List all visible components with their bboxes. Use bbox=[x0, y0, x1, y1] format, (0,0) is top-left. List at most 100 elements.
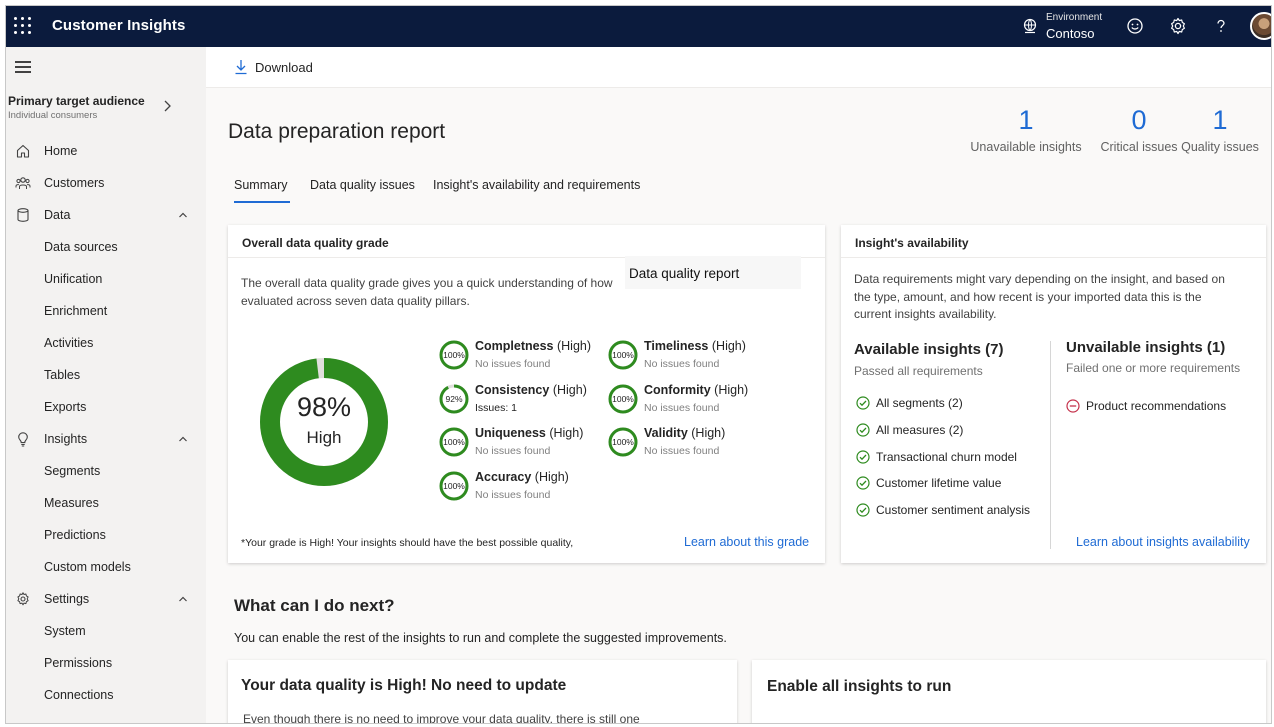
chevron-up-icon[interactable] bbox=[178, 211, 188, 219]
learn-availability-link[interactable]: Learn about insights availability bbox=[1076, 535, 1250, 549]
home-icon bbox=[16, 144, 30, 158]
stat-critical-issues[interactable]: 0 Critical issues bbox=[1089, 104, 1189, 154]
sidebar-item-label: Data sources bbox=[44, 240, 118, 254]
quality-pillar[interactable]: 100% Conformity (High) No issues found bbox=[607, 383, 767, 419]
description-line: evaluated across seven data quality pill… bbox=[241, 293, 470, 308]
environment-icon[interactable] bbox=[1022, 18, 1038, 34]
pillar-percentage: 100% bbox=[443, 481, 465, 491]
sidebar-item-customers[interactable]: Customers bbox=[6, 168, 206, 198]
quality-pillar[interactable]: 100% Uniqueness (High) No issues found bbox=[438, 426, 598, 462]
enable-insights-card bbox=[752, 660, 1266, 723]
audience-selector[interactable]: Primary target audience Individual consu… bbox=[8, 94, 145, 121]
database-icon bbox=[17, 208, 29, 222]
quality-pillar[interactable]: 100% Accuracy (High) No issues found bbox=[438, 470, 598, 506]
sidebar-item-segments[interactable]: Segments bbox=[6, 456, 206, 486]
top-bar: Customer Insights Environment Contoso bbox=[6, 6, 1271, 47]
grade-percentage: 98% bbox=[296, 392, 352, 422]
quality-pillar[interactable]: 100% Validity (High) No issues found bbox=[607, 426, 767, 462]
sidebar-item-settings[interactable]: Settings bbox=[6, 584, 206, 614]
app-launcher-icon[interactable] bbox=[14, 17, 32, 35]
pillar-level: (High) bbox=[534, 470, 569, 484]
quality-pillar[interactable]: 100% Timeliness (High) No issues found bbox=[607, 339, 767, 375]
pillar-name: Timeliness (High) bbox=[644, 339, 746, 353]
stat-quality-issues[interactable]: 1 Quality issues bbox=[1174, 104, 1266, 154]
grade-label: High bbox=[306, 428, 342, 447]
tab-insights-availability[interactable]: Insight's availability and requirements bbox=[433, 178, 641, 192]
pillar-name: Validity (High) bbox=[644, 426, 725, 440]
tab-summary[interactable]: Summary bbox=[234, 178, 288, 192]
sidebar-item-custom-models[interactable]: Custom models bbox=[6, 552, 206, 582]
next-steps-subtitle: You can enable the rest of the insights … bbox=[234, 631, 727, 645]
sidebar-item-label: Activities bbox=[44, 336, 94, 350]
sidebar: Primary target audience Individual consu… bbox=[6, 47, 206, 723]
tab-data-quality-issues[interactable]: Data quality issues bbox=[310, 178, 415, 192]
smiley-icon[interactable] bbox=[1125, 16, 1145, 36]
insight-name: All segments (2) bbox=[876, 396, 963, 410]
pillar-title: Consistency bbox=[475, 383, 550, 397]
sidebar-item-label: Home bbox=[44, 144, 78, 158]
stat-unavailable-insights[interactable]: 1 Unavailable insights bbox=[966, 104, 1086, 154]
avatar[interactable] bbox=[1250, 12, 1271, 40]
learn-grade-link[interactable]: Learn about this grade bbox=[684, 535, 810, 549]
sidebar-item-predictions[interactable]: Predictions bbox=[6, 520, 206, 550]
chevron-up-icon[interactable] bbox=[178, 435, 188, 443]
help-icon[interactable] bbox=[1211, 16, 1231, 36]
sidebar-item-label: Enrichment bbox=[44, 304, 108, 318]
pillar-status: No issues found bbox=[475, 445, 551, 457]
pillar-percentage: 92% bbox=[445, 394, 463, 404]
pillar-name: Accuracy (High) bbox=[475, 470, 569, 484]
audience-title: Primary target audience bbox=[8, 94, 145, 108]
sidebar-item-data-sources[interactable]: Data sources bbox=[6, 232, 206, 262]
sidebar-item-connections[interactable]: Connections bbox=[6, 680, 206, 710]
sidebar-item-insights[interactable]: Insights bbox=[6, 424, 206, 454]
sidebar-item-exports[interactable]: Exports bbox=[6, 392, 206, 422]
sidebar-item-enrichment[interactable]: Enrichment bbox=[6, 296, 206, 326]
chevron-up-icon[interactable] bbox=[178, 595, 188, 603]
audience-subtitle: Individual consumers bbox=[8, 110, 98, 121]
pillar-status: No issues found bbox=[475, 358, 551, 370]
sidebar-item-data[interactable]: Data bbox=[6, 200, 206, 230]
download-icon bbox=[235, 60, 247, 75]
grade-footnote: *Your grade is High! Your insights shoul… bbox=[241, 537, 574, 549]
quality-pillar[interactable]: 92% Consistency (High) Issues: 1 bbox=[438, 383, 598, 419]
pillar-level: (High) bbox=[711, 339, 746, 353]
quality-pillar[interactable]: 100% Completness (High) No issues found bbox=[438, 339, 598, 375]
unavailable-insights-subtitle: Failed one or more requirements bbox=[1066, 361, 1241, 375]
sidebar-item-measures[interactable]: Measures bbox=[6, 488, 206, 518]
insight-name: Customer sentiment analysis bbox=[876, 503, 1031, 518]
app-title[interactable]: Customer Insights bbox=[52, 17, 186, 34]
pillar-progress-ring bbox=[439, 340, 469, 370]
sidebar-item-unification[interactable]: Unification bbox=[6, 264, 206, 294]
description-line: the type, amount, and how recent is your… bbox=[854, 289, 1202, 304]
sidebar-item-label: Permissions bbox=[44, 656, 113, 670]
sidebar-item-label: Measures bbox=[44, 496, 99, 510]
sidebar-item-label: Unification bbox=[44, 272, 103, 286]
pillar-title: Accuracy bbox=[475, 470, 532, 484]
app-window: Customer Insights Environment Contoso Pr… bbox=[5, 5, 1272, 724]
sidebar-item-permissions[interactable]: Permissions bbox=[6, 648, 206, 678]
card-header: Insight's availability bbox=[841, 225, 1266, 258]
stat-caption: Critical issues bbox=[1100, 140, 1178, 154]
environment-value[interactable]: Contoso bbox=[1046, 26, 1095, 41]
pillar-progress-ring bbox=[439, 384, 469, 414]
sidebar-item-activities[interactable]: Activities bbox=[6, 328, 206, 358]
insights-availability-card: Insight's availability bbox=[841, 225, 1266, 563]
pillar-status: No issues found bbox=[644, 358, 720, 370]
pillar-progress-ring bbox=[608, 340, 638, 370]
sidebar-item-home[interactable]: Home bbox=[6, 136, 206, 166]
sidebar-item-system[interactable]: System bbox=[6, 616, 206, 646]
grade-donut-chart bbox=[260, 358, 388, 486]
unavailable-insights-title: Unvailable insights (1) bbox=[1066, 339, 1226, 356]
pillar-percentage: 100% bbox=[443, 350, 465, 360]
chevron-right-icon[interactable] bbox=[162, 99, 172, 113]
stat-value: 1 bbox=[1212, 105, 1228, 135]
hamburger-menu-icon[interactable] bbox=[15, 61, 31, 73]
download-label: Download bbox=[255, 60, 313, 75]
description-line: The overall data quality grade gives you… bbox=[241, 276, 613, 290]
lightbulb-icon bbox=[18, 432, 28, 447]
gear-icon[interactable] bbox=[1168, 16, 1188, 36]
sidebar-item-tables[interactable]: Tables bbox=[6, 360, 206, 390]
quality-description: The overall data quality grade gives you… bbox=[241, 275, 631, 310]
pillar-level: (High) bbox=[556, 339, 592, 353]
pillar-level: (High) bbox=[552, 383, 587, 397]
